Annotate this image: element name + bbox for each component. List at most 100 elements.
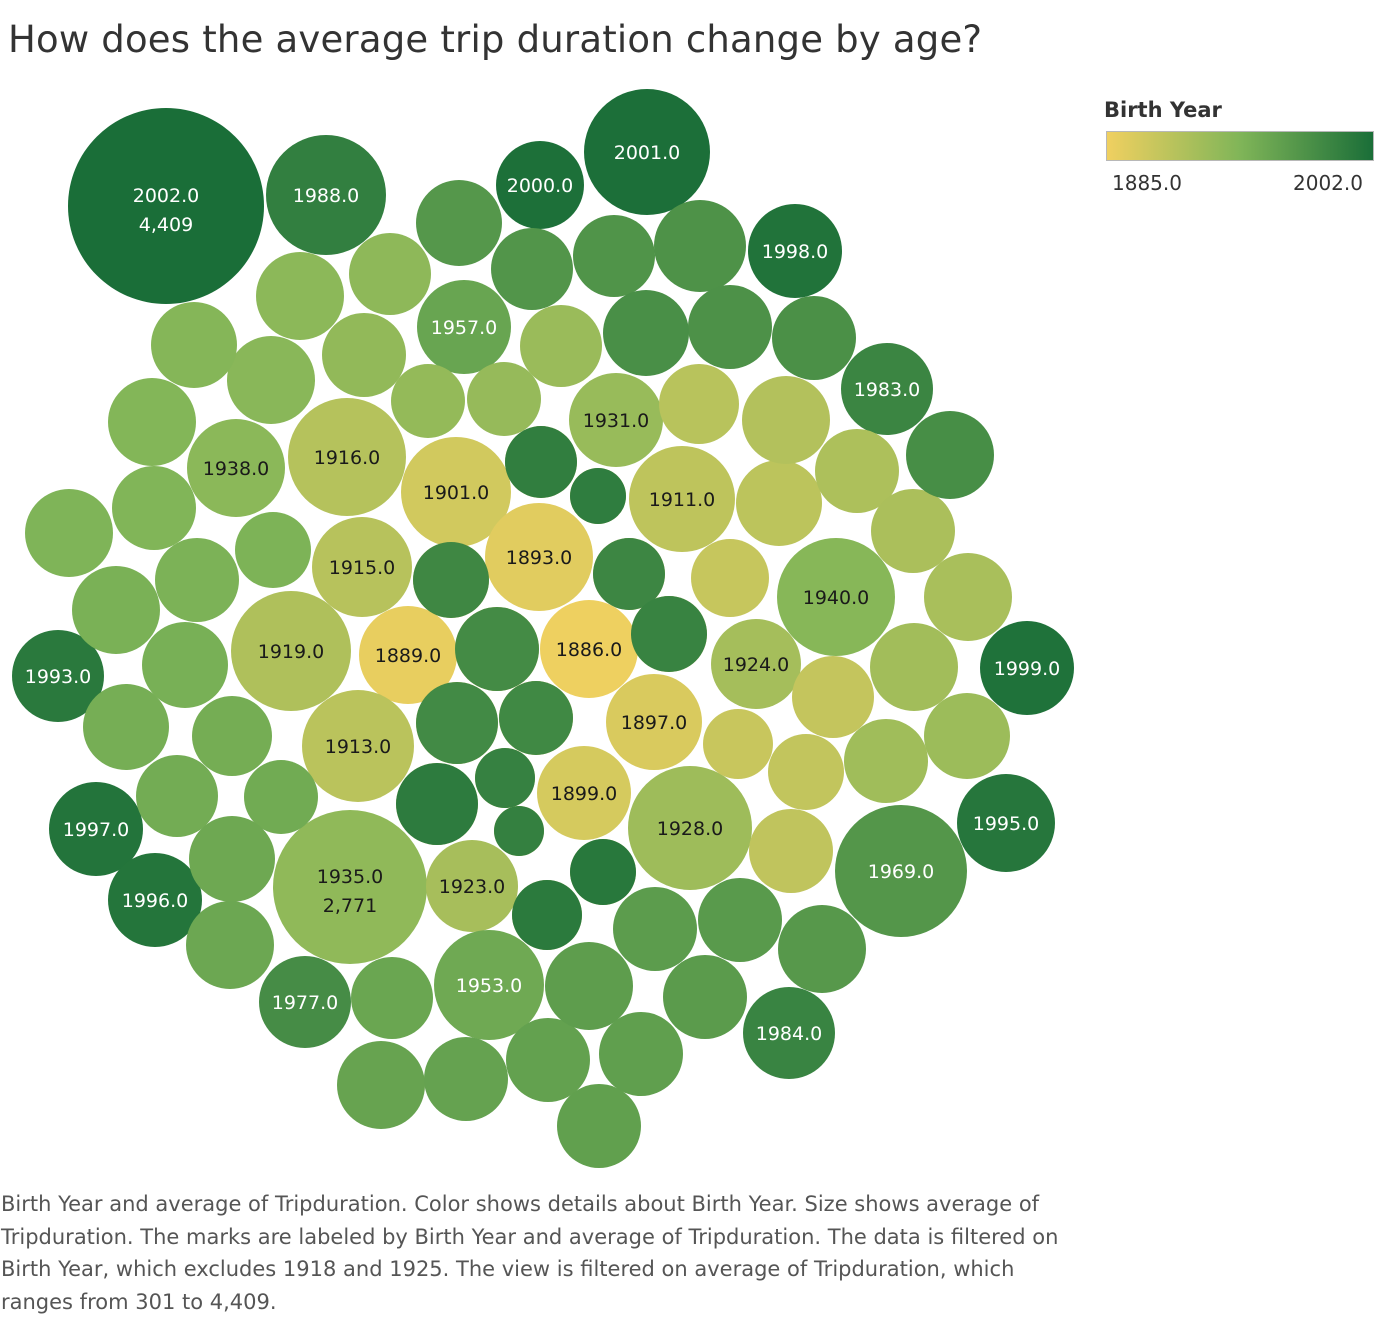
bubble[interactable] [603, 290, 689, 376]
bubble[interactable]: 1889.0 [359, 606, 457, 704]
bubble[interactable]: 1957.0 [417, 280, 511, 374]
bubble[interactable]: 1935.0 2,771 [273, 810, 427, 964]
bubble-circle[interactable] [506, 1018, 590, 1102]
bubble-circle[interactable] [349, 233, 431, 315]
bubble[interactable] [871, 489, 955, 573]
bubble-circle[interactable] [189, 816, 275, 902]
bubble-circle[interactable] [631, 596, 707, 672]
bubble-circle[interactable] [505, 426, 577, 498]
bubble[interactable]: 1953.0 [434, 930, 544, 1040]
bubble-circle[interactable] [844, 719, 928, 803]
bubble-circle[interactable] [980, 621, 1074, 715]
bubble[interactable]: 1993.0 [12, 630, 104, 722]
bubble-circle[interactable] [603, 290, 689, 376]
bubble[interactable] [491, 228, 573, 310]
bubble[interactable] [322, 313, 406, 397]
bubble[interactable]: 2000.0 [496, 141, 584, 229]
bubble[interactable] [698, 878, 782, 962]
bubble-circle[interactable] [416, 682, 498, 764]
bubble-circle[interactable] [957, 774, 1055, 872]
bubble[interactable] [545, 942, 633, 1030]
bubble-circle[interactable] [841, 343, 933, 435]
bubble[interactable]: 1915.0 [312, 517, 412, 617]
bubble[interactable] [186, 901, 274, 989]
bubble[interactable] [688, 285, 772, 369]
bubble-circle[interactable] [273, 810, 427, 964]
bubble[interactable] [108, 378, 196, 466]
bubble[interactable] [142, 622, 228, 708]
bubble-circle[interactable] [136, 755, 218, 837]
bubble[interactable] [25, 489, 113, 577]
bubble[interactable] [72, 566, 160, 654]
bubble[interactable] [613, 887, 697, 971]
bubble-circle[interactable] [83, 684, 169, 770]
bubble-circle[interactable] [192, 696, 272, 776]
bubble[interactable] [112, 466, 196, 550]
bubble[interactable] [396, 763, 478, 845]
bubble[interactable] [424, 1037, 508, 1121]
bubble-circle[interactable] [49, 782, 143, 876]
bubble-circle[interactable] [870, 623, 958, 711]
bubble[interactable]: 1893.0 [485, 503, 593, 611]
bubble-circle[interactable] [835, 805, 967, 937]
bubble[interactable]: 1969.0 [835, 805, 967, 937]
bubble-circle[interactable] [496, 141, 584, 229]
bubble-circle[interactable] [703, 709, 773, 779]
bubble-circle[interactable] [491, 228, 573, 310]
bubble-circle[interactable] [302, 690, 414, 802]
bubble[interactable]: 1931.0 [569, 373, 663, 467]
bubble-circle[interactable] [711, 619, 801, 709]
bubble[interactable] [505, 426, 577, 498]
bubble-circle[interactable] [584, 89, 710, 215]
bubble[interactable]: 1999.0 [980, 621, 1074, 715]
bubble-circle[interactable] [401, 437, 511, 547]
bubble[interactable] [256, 252, 344, 340]
bubble[interactable]: 1897.0 [606, 674, 702, 770]
bubble[interactable] [351, 957, 433, 1039]
bubble[interactable] [906, 411, 994, 499]
bubble-circle[interactable] [312, 517, 412, 617]
bubble-circle[interactable] [663, 955, 747, 1039]
bubble[interactable]: 1997.0 [49, 782, 143, 876]
bubble[interactable] [475, 748, 535, 808]
bubble-circle[interactable] [906, 411, 994, 499]
bubble[interactable]: 1916.0 [288, 398, 406, 516]
bubble-circle[interactable] [494, 806, 544, 856]
bubble[interactable] [155, 538, 239, 622]
bubble-circle[interactable] [455, 607, 539, 691]
bubble[interactable] [506, 1018, 590, 1102]
bubble-circle[interactable] [235, 512, 311, 588]
bubble[interactable] [691, 539, 769, 617]
bubble-circle[interactable] [416, 180, 502, 266]
bubble[interactable] [573, 215, 655, 297]
bubble-circle[interactable] [599, 1012, 683, 1096]
bubble[interactable]: 1940.0 [777, 538, 895, 656]
bubble-circle[interactable] [259, 956, 351, 1048]
bubble-circle[interactable] [628, 766, 752, 890]
bubble[interactable]: 1984.0 [743, 987, 835, 1079]
bubble-circle[interactable] [545, 942, 633, 1030]
bubble-circle[interactable] [768, 734, 844, 810]
bubble[interactable]: 1977.0 [259, 956, 351, 1048]
bubble[interactable] [924, 553, 1012, 641]
bubble-circle[interactable] [606, 674, 702, 770]
bubble[interactable] [844, 719, 928, 803]
bubble-circle[interactable] [778, 905, 866, 993]
bubble[interactable]: 1988.0 [266, 135, 386, 255]
bubble-circle[interactable] [871, 489, 955, 573]
bubble-circle[interactable] [227, 336, 315, 424]
bubble[interactable] [593, 538, 665, 610]
bubble-circle[interactable] [142, 622, 228, 708]
bubble[interactable]: 1924.0 [711, 619, 801, 709]
bubble[interactable] [663, 955, 747, 1039]
bubble-circle[interactable] [815, 429, 899, 513]
bubble-circle[interactable] [924, 553, 1012, 641]
bubble-circle[interactable] [72, 566, 160, 654]
bubble[interactable]: 1923.0 [426, 840, 518, 932]
bubble[interactable]: 1938.0 [187, 419, 285, 517]
bubble[interactable] [494, 806, 544, 856]
bubble-circle[interactable] [108, 853, 202, 947]
bubble[interactable] [768, 734, 844, 810]
bubble-circle[interactable] [186, 901, 274, 989]
bubble-circle[interactable] [748, 204, 842, 298]
